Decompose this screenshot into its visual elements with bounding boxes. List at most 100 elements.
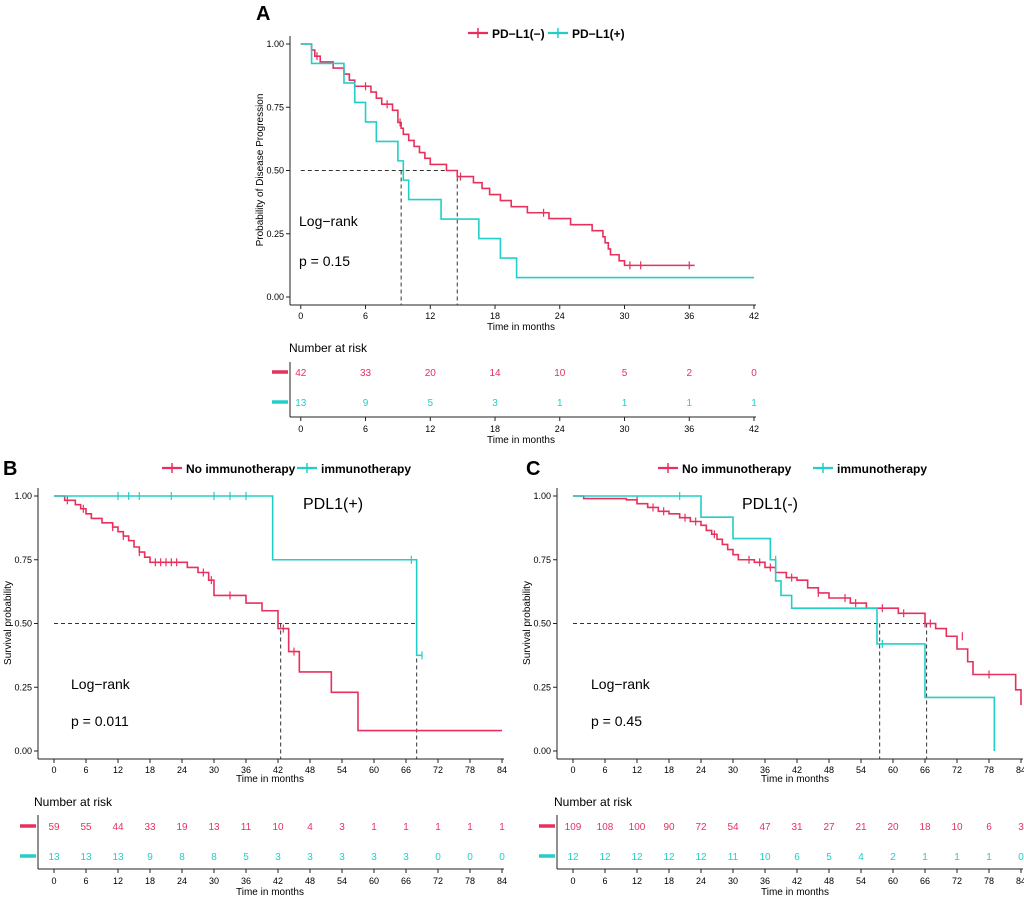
x-tick-label-b: 60 — [369, 765, 379, 775]
panel-b: B No immunotherapy immunotherapy PDL1(+)… — [3, 458, 507, 898]
risk-count-c: 54 — [727, 822, 739, 833]
chart-title-b: PDL1(+) — [303, 496, 363, 513]
x-tick-label-b: 18 — [145, 765, 155, 775]
risk-table-c: 109 108 100 90 72 54 47 31 27 21 20 18 10 6 312 12 12 12 1… — [539, 815, 1024, 886]
risk-count-c: 6 — [986, 822, 992, 833]
x-tick-label-b: 72 — [433, 765, 443, 775]
risk-count-c: 47 — [759, 822, 771, 833]
risk-count-b: 19 — [176, 822, 188, 833]
y-tick-label-c: 1.00 — [533, 491, 551, 501]
risk-x-tick-label-c: 42 — [792, 876, 802, 886]
y-tick-label-c: 0.25 — [533, 682, 551, 692]
x-tick-label-b: 54 — [337, 765, 347, 775]
risk-x-tick-label-a: 6 — [363, 424, 368, 434]
risk-count-c: 1 — [986, 852, 992, 863]
x-tick-label-c: 78 — [984, 765, 994, 775]
risk-x-tick-label-a: 18 — [490, 424, 500, 434]
y-tick-label-a: 0.75 — [266, 102, 284, 112]
risk-count-b: 9 — [147, 852, 153, 863]
risk-count-c: 0 — [1018, 852, 1024, 863]
legend-label-pd-l1-pos: PD−L1(+) — [572, 27, 625, 41]
risk-count-a: 13 — [295, 398, 307, 409]
y-axis-label-a: Probability of Disease Progression — [255, 94, 266, 247]
x-tick-label-c: 24 — [696, 765, 706, 775]
risk-x-tick-label-b: 78 — [465, 876, 475, 886]
y-tick-label-b: 0.50 — [14, 619, 32, 629]
y-axis-label-c: Survival probability — [522, 581, 533, 665]
risk-x-tick-label-a: 30 — [620, 424, 630, 434]
panel-label-b: B — [3, 458, 17, 480]
x-tick-label-c: 6 — [602, 765, 607, 775]
x-tick-label-b: 36 — [241, 765, 251, 775]
risk-x-tick-label-c: 72 — [952, 876, 962, 886]
x-tick-label-a: 30 — [620, 311, 630, 321]
risk-count-a: 1 — [557, 398, 563, 409]
risk-x-tick-label-b: 24 — [177, 876, 187, 886]
y-tick-label-b: 1.00 — [14, 491, 32, 501]
risk-count-c: 12 — [567, 852, 579, 863]
risk-table-title-a: Number at risk — [289, 341, 368, 355]
risk-x-tick-label-b: 48 — [305, 876, 315, 886]
risk-count-c: 1 — [954, 852, 960, 863]
risk-count-a: 1 — [686, 398, 692, 409]
risk-count-b: 11 — [241, 822, 252, 833]
legend-label-immunotherapy-c: immunotherapy — [837, 462, 927, 476]
risk-count-b: 13 — [112, 852, 124, 863]
plot-area-c: 0.00 0.25 0.50 0.75 1.00 0 6 12 18 24 30 36 42 48 54 60… — [533, 488, 1024, 775]
legend-b: No immunotherapy immunotherapy — [162, 462, 411, 476]
x-axis-label-a: Time in months — [487, 322, 555, 333]
risk-table-a: 42 33 20 14 10 5 2 013 9 5 3 1 1 1 10 6 12 18 24 30 36 42 — [272, 362, 759, 434]
annotation-pvalue-a: p = 0.15 — [299, 253, 350, 269]
x-tick-label-a: 18 — [490, 311, 500, 321]
y-tick-label-a: 0.25 — [266, 229, 284, 239]
x-tick-label-a: 42 — [749, 311, 759, 321]
x-tick-label-c: 54 — [856, 765, 866, 775]
panel-label-a: A — [256, 3, 270, 25]
x-tick-label-c: 66 — [920, 765, 930, 775]
plot-area-a: 0.00 0.25 0.50 0.75 1.00 0 6 12 18 24 30 36 42 — [266, 36, 759, 321]
risk-count-b: 13 — [208, 822, 220, 833]
risk-x-axis-label-c: Time in months — [761, 887, 829, 898]
x-tick-label-b: 30 — [209, 765, 219, 775]
km-curve-b-series-1 — [54, 495, 422, 657]
annotation-test-a: Log−rank — [299, 213, 359, 229]
risk-x-tick-label-a: 24 — [555, 424, 565, 434]
risk-count-c: 100 — [629, 822, 646, 833]
risk-count-a: 33 — [360, 368, 372, 379]
risk-x-tick-label-c: 78 — [984, 876, 994, 886]
risk-x-tick-label-b: 60 — [369, 876, 379, 886]
risk-count-b: 1 — [435, 822, 441, 833]
risk-count-a: 1 — [751, 398, 757, 409]
risk-x-tick-label-b: 12 — [113, 876, 123, 886]
x-tick-label-c: 12 — [632, 765, 642, 775]
panel-label-c: C — [526, 458, 540, 480]
risk-x-tick-label-c: 60 — [888, 876, 898, 886]
y-tick-label-c: 0.00 — [533, 746, 551, 756]
risk-x-tick-label-b: 54 — [337, 876, 347, 886]
risk-count-c: 12 — [663, 852, 675, 863]
risk-count-b: 10 — [272, 822, 284, 833]
y-tick-label-a: 0.50 — [266, 166, 284, 176]
x-tick-label-a: 12 — [425, 311, 435, 321]
risk-count-b: 3 — [371, 852, 377, 863]
risk-count-c: 109 — [565, 822, 582, 833]
x-tick-label-b: 6 — [83, 765, 88, 775]
risk-count-c: 1 — [922, 852, 928, 863]
km-curve-b-series-0 — [54, 495, 502, 732]
x-tick-label-c: 60 — [888, 765, 898, 775]
risk-count-c: 6 — [794, 852, 800, 863]
risk-count-b: 0 — [467, 852, 473, 863]
x-tick-label-b: 78 — [465, 765, 475, 775]
risk-x-axis-label-b: Time in months — [236, 887, 304, 898]
km-curve-a-series-1 — [300, 43, 754, 279]
risk-x-tick-label-a: 12 — [425, 424, 435, 434]
risk-x-tick-label-a: 36 — [684, 424, 694, 434]
risk-count-c: 10 — [759, 852, 771, 863]
risk-count-c: 18 — [919, 822, 931, 833]
legend-a: PD−L1(−) PD−L1(+) — [468, 27, 625, 41]
risk-count-c: 2 — [890, 852, 896, 863]
risk-x-axis-label-a: Time in months — [487, 435, 555, 446]
risk-count-b: 1 — [467, 822, 473, 833]
risk-table-title-b: Number at risk — [34, 795, 113, 809]
y-tick-label-a: 1.00 — [266, 39, 284, 49]
